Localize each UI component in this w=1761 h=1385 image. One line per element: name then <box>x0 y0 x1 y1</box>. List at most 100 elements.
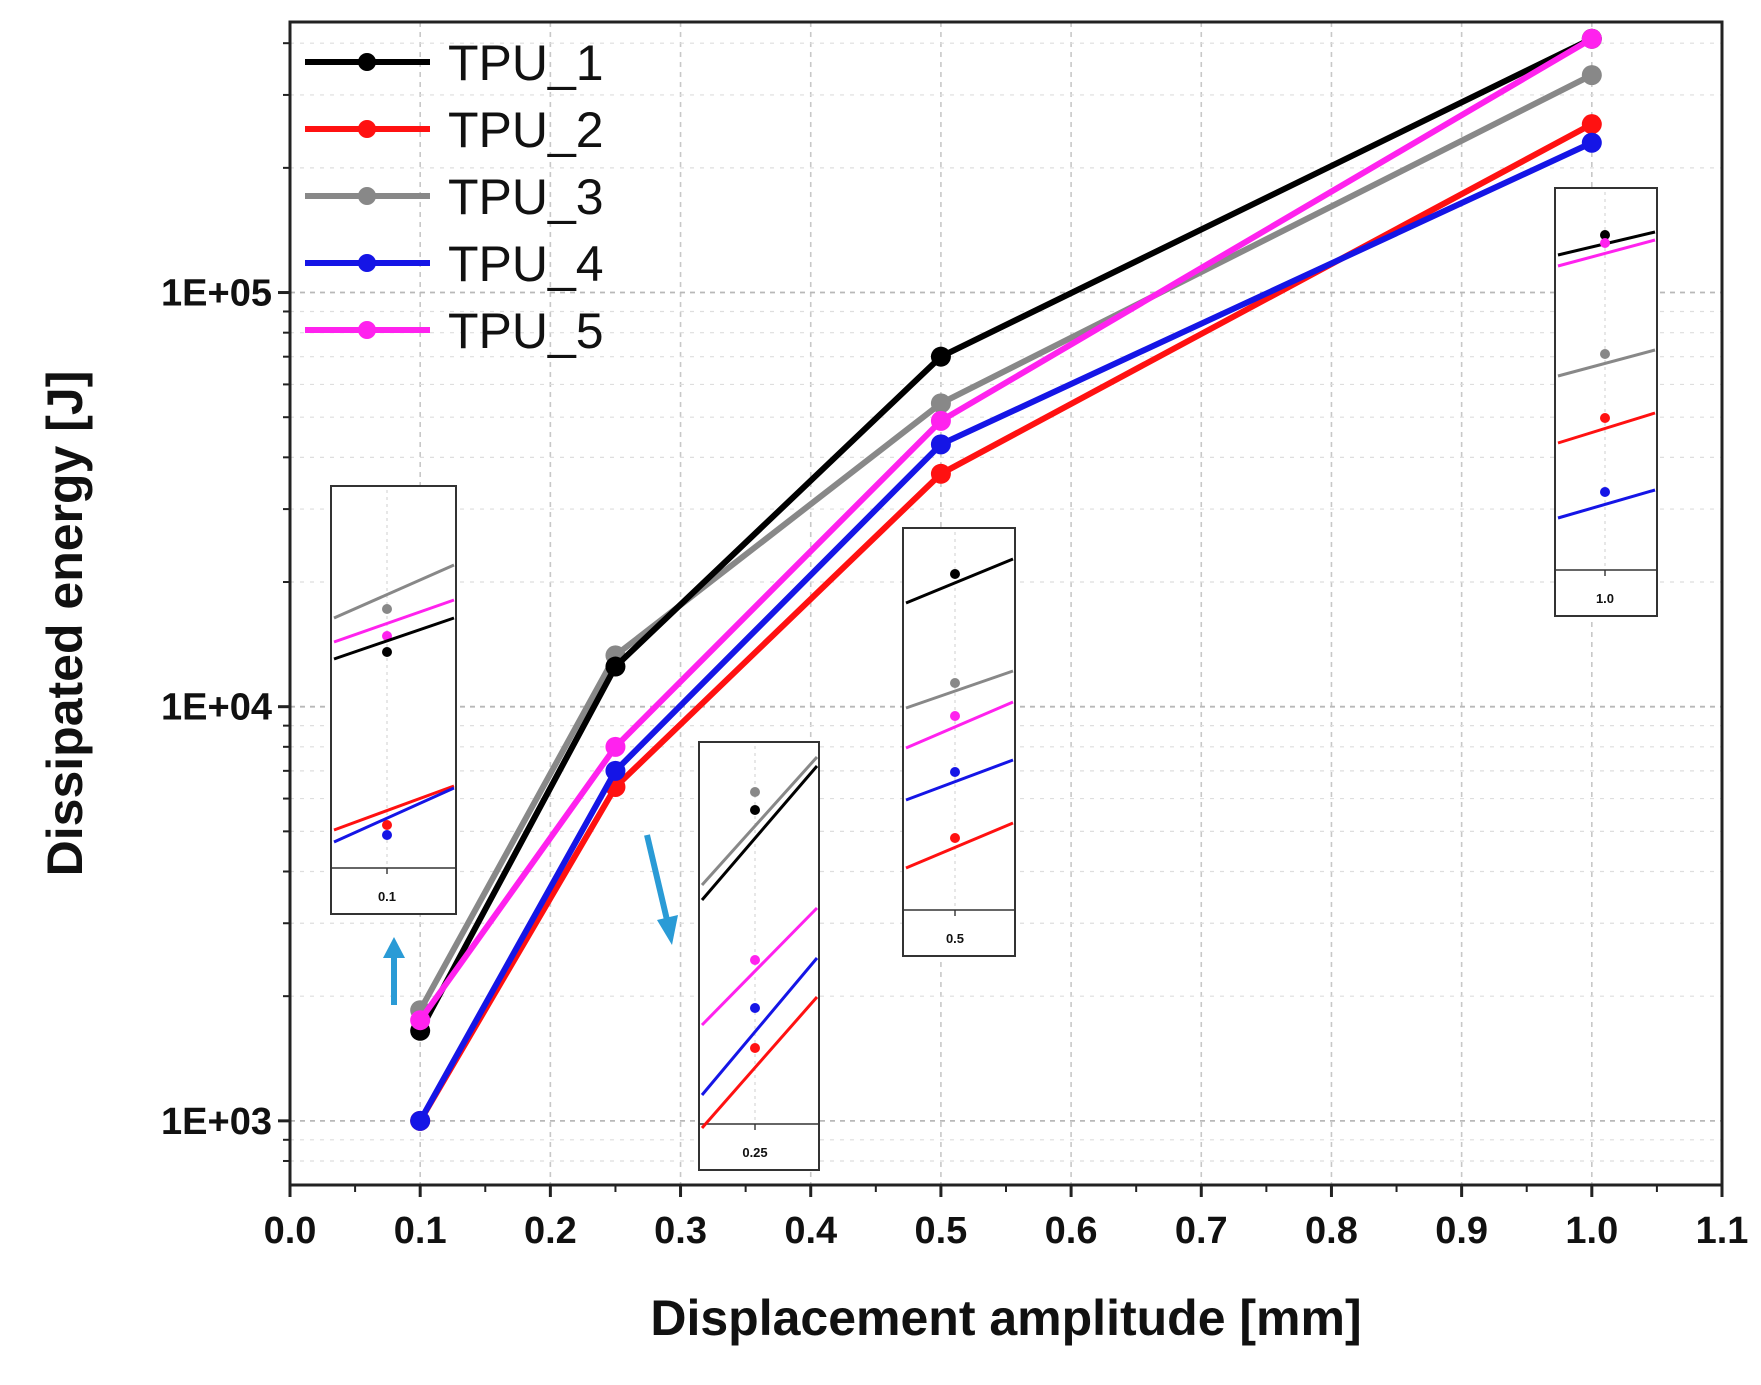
inset-data-point <box>382 820 392 830</box>
inset-series-line <box>905 821 1014 870</box>
data-point <box>930 410 951 431</box>
inset-1-0: 1.0 <box>1554 187 1658 617</box>
data-point <box>930 393 951 414</box>
inset-series-line <box>1557 348 1656 378</box>
legend-entry-tpu_5: TPU_5 <box>305 303 604 359</box>
data-point <box>605 736 626 757</box>
inset-series-line <box>905 758 1014 802</box>
inset-label: 0.5 <box>946 931 964 946</box>
arrow-head <box>657 915 678 945</box>
x-tick-label: 0.2 <box>524 1210 577 1252</box>
series-line <box>417 72 1594 1012</box>
legend-label: TPU_1 <box>448 35 604 91</box>
series-line <box>417 36 1594 1022</box>
legend-label: TPU_4 <box>448 236 604 292</box>
inset-series-line <box>905 557 1014 605</box>
inset-data-point <box>1600 487 1610 497</box>
x-tick-label: 0.6 <box>1045 1210 1098 1252</box>
legend: TPU_1 TPU_2 TPU_3 TPU_4 TPU_5 <box>305 35 604 359</box>
legend-entry-tpu_2: TPU_2 <box>305 102 604 158</box>
y-tick-label: 1E+04 <box>161 687 272 729</box>
data-point <box>1581 28 1602 49</box>
inset-data-point <box>750 955 760 965</box>
data-point <box>1581 132 1602 153</box>
data-point <box>605 656 626 677</box>
x-tick-label: 0.9 <box>1435 1210 1488 1252</box>
series-tpu_4 <box>410 132 1602 1131</box>
data-point <box>1581 65 1602 86</box>
inset-label: 0.25 <box>742 1145 767 1160</box>
inset-label: 0.1 <box>378 889 396 904</box>
data-point <box>930 434 951 455</box>
legend-entry-tpu_4: TPU_4 <box>305 236 604 292</box>
inset-0-25: 0.25 <box>698 741 820 1171</box>
arrow-up-icon <box>383 937 405 1005</box>
inset-frame <box>698 741 820 1171</box>
inset-series-line <box>333 616 455 661</box>
y-tick-label: 1E+05 <box>161 273 272 315</box>
inset-data-point <box>382 647 392 657</box>
grid <box>290 22 1722 1185</box>
legend-label: TPU_2 <box>448 102 604 158</box>
series-tpu_3 <box>410 65 1602 1021</box>
y-axis-title: Dissipated energy [J] <box>37 371 93 877</box>
inset-series-line <box>700 765 819 901</box>
data-point <box>930 346 951 367</box>
legend-entry-tpu_1: TPU_1 <box>305 35 604 91</box>
x-tick-label: 1.0 <box>1565 1210 1618 1252</box>
inset-frame <box>330 485 457 915</box>
inset-data-point <box>750 1043 760 1053</box>
inset-series-line <box>333 786 455 844</box>
inset-series-line <box>700 957 819 1096</box>
x-tick-label: 0.4 <box>784 1210 837 1252</box>
inset-series-line <box>1557 411 1656 445</box>
inset-series-line <box>700 755 819 887</box>
data-point <box>410 1110 431 1131</box>
data-point <box>1581 114 1602 135</box>
inset-series-line <box>905 700 1014 750</box>
inset-frame <box>1554 187 1658 617</box>
legend-marker <box>358 120 376 138</box>
arrow-shaft <box>644 834 670 921</box>
legend-label: TPU_5 <box>448 303 604 359</box>
inset-series-line <box>333 598 455 644</box>
x-tick-label: 0.7 <box>1175 1210 1228 1252</box>
data-point <box>410 1010 431 1031</box>
data-point <box>605 760 626 781</box>
inset-series-line <box>1557 488 1656 520</box>
arrow-head <box>383 937 405 958</box>
inset-data-point <box>950 767 960 777</box>
inset-data-point <box>1600 230 1610 240</box>
x-tick-label: 1.1 <box>1696 1210 1749 1252</box>
y-tick-label: 1E+03 <box>161 1101 272 1143</box>
x-tick-label: 0.8 <box>1305 1210 1358 1252</box>
inset-0-1: 0.1 <box>330 485 457 915</box>
ticks: 0.0 0.1 0.2 0.3 0.4 0.5 0.6 0.7 0.8 0.9 1.0 1.1 1E+0… <box>161 42 1749 1252</box>
x-tick-label: 0.3 <box>654 1210 707 1252</box>
inset-data-point <box>950 569 960 579</box>
legend-label: TPU_3 <box>448 169 604 225</box>
inset-data-point <box>950 833 960 843</box>
series-line <box>417 36 1594 1033</box>
legend-marker <box>358 321 376 339</box>
legend-marker <box>358 254 376 272</box>
inset-data-point <box>382 604 392 614</box>
inset-label: 1.0 <box>1596 591 1614 606</box>
inset-series-line <box>333 784 455 832</box>
x-tick-label: 0.0 <box>264 1210 317 1252</box>
x-tick-label: 0.5 <box>914 1210 967 1252</box>
inset-series-line <box>905 669 1014 710</box>
x-axis-title: Displacement amplitude [mm] <box>650 1290 1361 1346</box>
arrow-down-right-icon <box>644 834 678 945</box>
inset-series-line <box>1557 238 1656 268</box>
series-line <box>417 139 1594 1123</box>
inset-data-point <box>750 805 760 815</box>
data-point <box>930 463 951 484</box>
inset-data-point <box>950 678 960 688</box>
inset-data-point <box>750 787 760 797</box>
series-line <box>417 121 1594 1123</box>
series-tpu_5 <box>410 28 1602 1031</box>
legend-marker <box>358 53 376 71</box>
